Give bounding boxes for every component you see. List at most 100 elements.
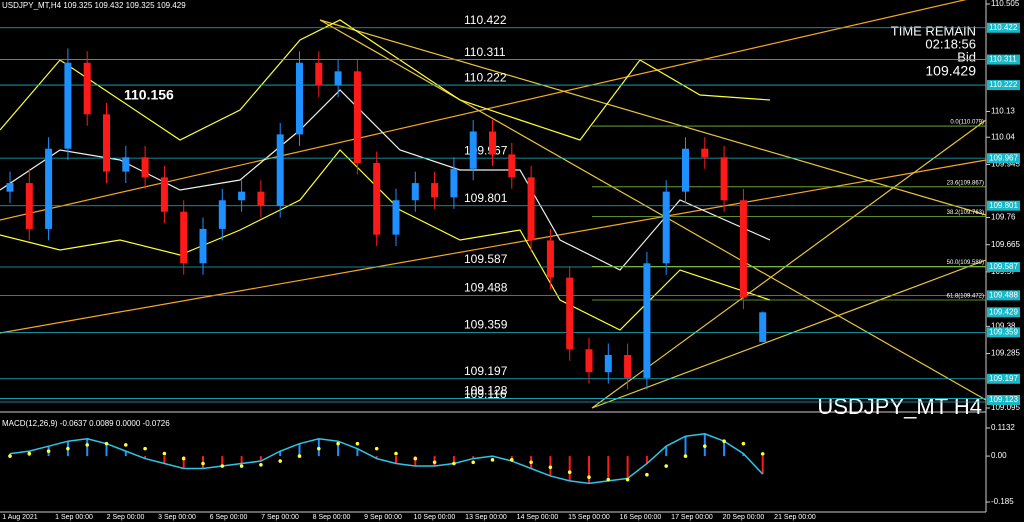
fib-label: 23.6(109.867) <box>947 180 984 186</box>
level-tick-box <box>987 307 1020 318</box>
candle-body <box>566 277 574 350</box>
signal-dot <box>278 459 283 463</box>
macd-tick-label: -0.185 <box>991 497 1014 506</box>
signal-dot <box>394 451 398 456</box>
signal-dot <box>374 446 379 451</box>
candle-body <box>411 183 419 201</box>
candle-body <box>296 62 303 135</box>
candle-body <box>643 263 651 378</box>
candle-body <box>739 200 747 298</box>
level-tick-label: 110.422 <box>989 23 1018 32</box>
level-tick-label: 109.801 <box>989 201 1018 210</box>
signal-dot <box>432 460 437 465</box>
candle-body <box>180 211 188 264</box>
trend-line <box>319 19 987 216</box>
level-tick-label: 109.197 <box>989 374 1018 383</box>
x-tick-label: 20 Sep 00:00 <box>723 514 765 521</box>
signal-dot <box>452 461 456 466</box>
y-tick-label: 109.285 <box>991 349 1020 358</box>
signal-dot <box>143 446 147 451</box>
signal-dot <box>587 475 591 479</box>
signal-dot <box>703 444 707 448</box>
candle-body <box>682 148 689 192</box>
signal-dot <box>259 462 263 467</box>
candle-body <box>508 154 516 178</box>
candle-body <box>25 183 33 229</box>
signal-dot <box>46 449 51 453</box>
x-tick-label: 2 Sep 00:00 <box>107 514 145 521</box>
y-tick-label: 109.76 <box>991 213 1016 222</box>
x-tick-label: 17 Sep 00:00 <box>671 514 713 521</box>
level-tick-label: 109.967 <box>989 153 1018 162</box>
candle-body <box>759 312 767 343</box>
x-tick-label: 10 Sep 00:00 <box>414 514 456 521</box>
candle-body <box>585 349 593 373</box>
fib-label: 38.2(109.763) <box>947 210 984 216</box>
signal-dot <box>124 443 128 447</box>
level-tick-box <box>987 200 1020 211</box>
signal-dot <box>413 456 418 461</box>
candle-body <box>276 134 284 206</box>
signal-dot <box>490 458 495 462</box>
info-label: TIME REMAIN <box>891 23 976 38</box>
candle-body <box>122 157 130 172</box>
signal-dot <box>683 454 688 458</box>
level-label: 110.422 <box>464 13 507 27</box>
signal-dot <box>181 456 186 461</box>
y-tick-label: 110.04 <box>991 132 1015 141</box>
signal-dot <box>66 446 70 451</box>
trend-line <box>0 159 987 334</box>
trend-line <box>591 259 987 409</box>
info-bid: 109.429 <box>925 63 976 79</box>
signal-dot <box>510 458 514 462</box>
candle-body <box>45 148 53 229</box>
signal-dot <box>162 451 167 456</box>
y-tick-label: 110.13 <box>991 107 1015 116</box>
x-tick-label: 13 Sep 00:00 <box>465 514 507 521</box>
x-tick-label: 7 Sep 00:00 <box>261 514 299 521</box>
level-label: 109.128 <box>464 384 508 398</box>
candle-body <box>218 200 226 229</box>
candle-body <box>315 62 323 86</box>
fib-label: 0.0(110.079) <box>950 120 984 126</box>
level-label: 109.488 <box>464 281 508 295</box>
x-tick-label: 3 Sep 00:00 <box>158 514 196 521</box>
level-tick-label: 110.222 <box>989 80 1018 89</box>
candle-body <box>527 177 535 241</box>
level-tick-box <box>987 153 1020 164</box>
signal-dot <box>27 451 32 456</box>
signal-dot <box>645 472 649 477</box>
y-tick-label: 109.095 <box>991 403 1020 412</box>
candle-body <box>83 62 91 115</box>
level-label: 109.587 <box>464 252 508 266</box>
candle-body <box>334 71 342 86</box>
candle-body <box>546 240 554 278</box>
level-tick-box <box>987 394 1020 405</box>
level-tick-label: 110.311 <box>989 55 1017 64</box>
macd-title: MACD(12,26,9) -0.0637 0.0089 0.0000 -0.0… <box>2 419 170 428</box>
macd-line <box>9 432 764 485</box>
band-line <box>0 19 771 141</box>
macd-tick-label: 0.1132 <box>991 423 1015 432</box>
x-tick-label: 1 Sep 00:00 <box>55 514 93 521</box>
candle-body <box>64 62 72 149</box>
chart-header: USDJPY_MT,H4 109.325 109.432 109.325 109… <box>2 1 186 10</box>
candle-body <box>392 200 400 235</box>
candle-body <box>701 148 709 158</box>
signal-dot <box>741 441 746 446</box>
candle-body <box>257 191 265 206</box>
watermark: USDJPY_MT H4 <box>817 394 982 419</box>
x-tick-label: 14 Sep 00:00 <box>517 514 559 521</box>
candle-body <box>141 157 149 178</box>
signal-dot <box>317 446 321 451</box>
signal-dot <box>239 464 244 468</box>
x-tick-label: 21 Sep 00:00 <box>774 514 816 521</box>
signal-dot <box>606 477 611 482</box>
level-tick-label: 109.429 <box>989 307 1018 316</box>
signal-dot <box>8 454 12 458</box>
candle-body <box>103 114 110 172</box>
fib-label: 50.0(109.589) <box>947 260 984 266</box>
highlight-level-label: 110.156 <box>124 87 174 103</box>
candle-body <box>489 131 496 155</box>
